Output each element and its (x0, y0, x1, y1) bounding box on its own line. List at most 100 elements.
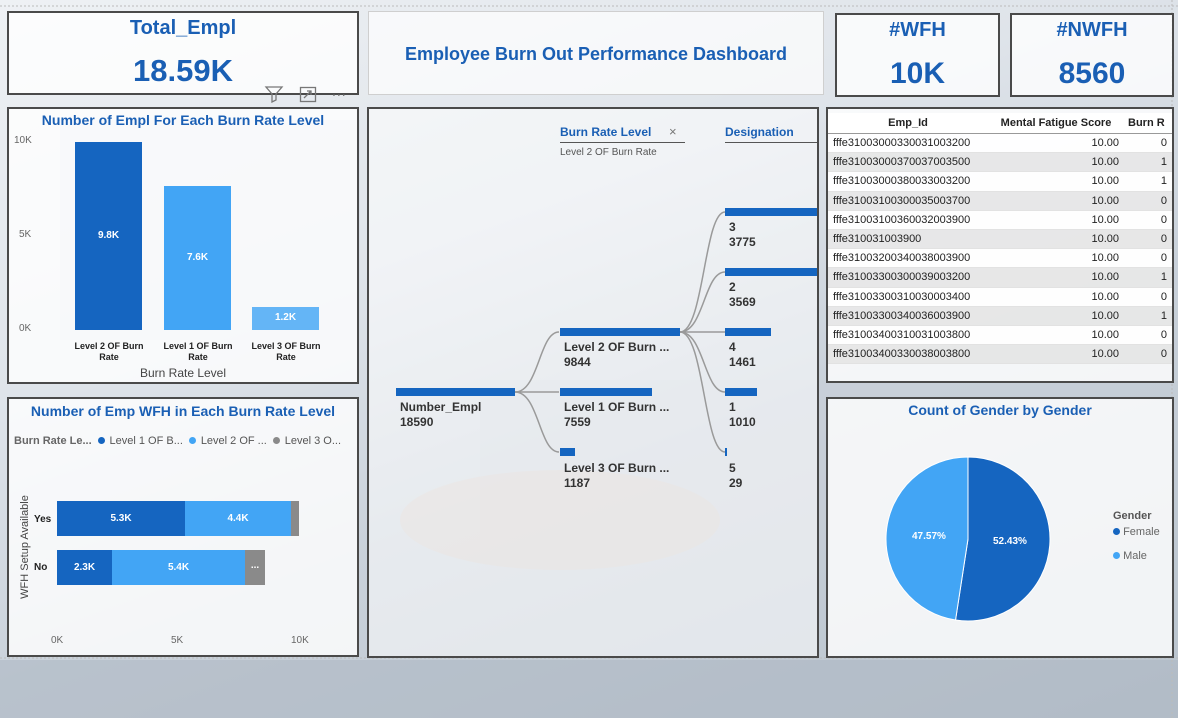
kpi-total-empl-value: 18.59K (133, 53, 233, 88)
tree-l2-3[interactable]: 3 3775 (729, 220, 756, 250)
tree-header-designation[interactable]: Designation (725, 125, 794, 139)
stacked-no-level-3[interactable] (245, 550, 265, 585)
col-header-mental-fatigue[interactable]: Mental Fatigue Score (988, 113, 1124, 134)
tree-l2-1-bar (725, 388, 757, 396)
stacked-no-level-2[interactable] (112, 550, 245, 585)
tree-l2-5-value: 29 (729, 476, 743, 490)
tree-l1-level-3[interactable]: Level 3 OF Burn ... 1187 (564, 461, 669, 491)
burn-rate-bar-chart[interactable]: Number of Empl For Each Burn Rate Level … (7, 107, 359, 384)
focus-mode-icon[interactable] (299, 86, 317, 103)
pie-slice-female[interactable] (954, 456, 1051, 622)
tree-l2-4-name: 4 (729, 340, 736, 354)
table-row[interactable]: fffe31003000380033003200 10.00 1 (828, 171, 1172, 192)
legend-level-1[interactable]: Level 1 OF B... (109, 435, 183, 447)
x-tick-0k: 0K (51, 635, 64, 646)
cell-mental-fatigue: 10.00 (988, 210, 1124, 230)
x-cat-level-1-line1: Level 1 OF Burn (163, 341, 233, 351)
tree-l1-level-3-value: 1187 (564, 476, 591, 490)
cell-burn-rate: 1 (1124, 171, 1172, 192)
tree-l1-level-2[interactable]: Level 2 OF Burn ... 9844 (564, 340, 669, 370)
x-cat-level-1: Level 1 OF Burn Rate (156, 341, 240, 363)
x-tick-5k: 5K (171, 635, 184, 646)
tree-l2-5[interactable]: 5 29 (729, 461, 742, 491)
pie-chart-title: Count of Gender by Gender (908, 402, 1092, 418)
bar-chart-xlabel: Burn Rate Level (139, 366, 227, 380)
bar-level-3-value: 1.2K (274, 312, 297, 323)
wfh-stacked-bar-chart[interactable]: Number of Emp WFH in Each Burn Rate Leve… (7, 397, 359, 657)
legend-level-2[interactable]: Level 2 OF ... (200, 435, 267, 447)
cell-mental-fatigue: 10.00 (988, 171, 1124, 192)
tree-root-name: Number_Empl (400, 400, 482, 414)
tree-l2-4[interactable]: 4 1461 (729, 340, 756, 370)
pie-legend-female-dot (1113, 528, 1120, 535)
bar-level-1[interactable] (164, 186, 231, 330)
cell-emp-id: fffe31003100300035003700 (828, 191, 988, 211)
stacked-yes-level-2-value: 4.4K (227, 513, 249, 524)
decomposition-tree[interactable]: Burn Rate Level × Level 2 OF Burn Rate D… (367, 107, 819, 658)
close-icon[interactable]: × (669, 124, 677, 139)
cell-mental-fatigue: 10.00 (988, 248, 1124, 269)
tree-l1-level-1[interactable]: Level 1 OF Burn ... 7559 (564, 400, 669, 430)
cell-burn-rate: 0 (1124, 248, 1172, 269)
pie-slice-male[interactable] (885, 456, 969, 621)
pie-legend-male[interactable]: Male (1113, 550, 1160, 562)
legend-dot-level-1 (98, 437, 106, 444)
cell-burn-rate: 1 (1124, 152, 1172, 173)
table-row[interactable]: fffe31003300300039003200 10.00 1 (828, 267, 1172, 288)
row-label-no: No (34, 562, 48, 573)
col-header-emp-id[interactable]: Emp_Id (828, 113, 988, 134)
stacked-no-level-1[interactable] (57, 550, 112, 585)
tree-l1-level-1-bar (560, 388, 652, 396)
table-row[interactable]: fffe31003400330038003800 10.00 0 (828, 344, 1172, 365)
tree-l2-2[interactable]: 2 3569 (729, 280, 756, 310)
cell-mental-fatigue: 10.00 (988, 287, 1124, 307)
x-cat-level-2-line2: Rate (99, 352, 119, 362)
tree-l2-1[interactable]: 1 1010 (729, 400, 756, 430)
table-row[interactable]: fffe31003100300035003700 10.00 0 (828, 191, 1172, 211)
cell-mental-fatigue: 10.00 (988, 152, 1124, 173)
tree-l1-level-1-value: 7559 (564, 415, 591, 429)
tree-root-node[interactable]: Number_Empl 18590 (400, 400, 481, 430)
table-row[interactable]: fffe31003200340038003900 10.00 0 (828, 248, 1172, 269)
cell-burn-rate: 0 (1124, 344, 1172, 365)
stacked-yes-level-3[interactable] (291, 501, 299, 536)
stacked-yes-level-1[interactable] (57, 501, 185, 536)
bar-level-3[interactable] (252, 307, 319, 330)
col-header-burn-rate[interactable]: Burn R (1124, 113, 1172, 134)
tree-l2-4-bar (725, 328, 771, 336)
table-row[interactable]: fffe31003000370037003500 10.00 1 (828, 152, 1172, 173)
filter-icon[interactable] (264, 85, 284, 103)
cell-emp-id: fffe31003000370037003500 (828, 152, 988, 173)
tree-root-bar (396, 388, 515, 396)
cell-mental-fatigue: 10.00 (988, 306, 1124, 326)
employee-table[interactable]: Emp_Id Mental Fatigue Score Burn R fffe3… (826, 107, 1174, 383)
pie-svg (885, 456, 1051, 622)
dashboard-title-card: Employee Burn Out Performance Dashboard (368, 11, 824, 95)
x-cat-level-3: Level 3 OF Burn Rate (244, 341, 328, 363)
kpi-total-empl-card[interactable]: Total_Empl 18.59K (7, 11, 359, 95)
more-options-icon[interactable]: ... (332, 83, 347, 99)
stacked-yes-level-2[interactable] (185, 501, 291, 536)
stacked-legend-title: Burn Rate Le... (14, 435, 92, 447)
tree-header-burn-rate[interactable]: Burn Rate Level (560, 125, 652, 139)
gender-pie-chart[interactable]: Count of Gender by Gender 52.43% 47.57% … (826, 397, 1174, 658)
table-row[interactable]: fffe31003300340036003900 10.00 1 (828, 306, 1172, 326)
pie-legend-female[interactable]: Female (1113, 526, 1160, 538)
row-label-yes: Yes (34, 514, 52, 525)
pie-legend-male-dot (1113, 552, 1120, 559)
table-row[interactable]: fffe31003400310031003800 10.00 0 (828, 325, 1172, 346)
table-row[interactable]: fffe31003300310030003400 10.00 0 (828, 287, 1172, 307)
tree-l2-5-bar (725, 448, 727, 456)
kpi-nwfh-card[interactable]: #NWFH 8560 (1010, 13, 1174, 97)
table-row[interactable]: fffe31003000330031003200 10.00 0 (828, 133, 1172, 154)
tree-header-designation-underline (725, 142, 817, 143)
kpi-wfh-card[interactable]: #WFH 10K (835, 13, 1000, 97)
bar-level-2[interactable] (75, 142, 142, 330)
pie-legend-female-label: Female (1123, 526, 1160, 538)
legend-level-3[interactable]: Level 3 O... (284, 435, 342, 447)
tree-header-burn-rate-sub: Level 2 OF Burn Rate (560, 147, 657, 158)
table-row[interactable]: fffe310031003900 10.00 0 (828, 229, 1172, 250)
pie-legend-male-label: Male (1123, 550, 1147, 562)
cell-emp-id: fffe31003000330031003200 (828, 133, 988, 154)
table-row[interactable]: fffe31003100360032003900 10.00 0 (828, 210, 1172, 230)
